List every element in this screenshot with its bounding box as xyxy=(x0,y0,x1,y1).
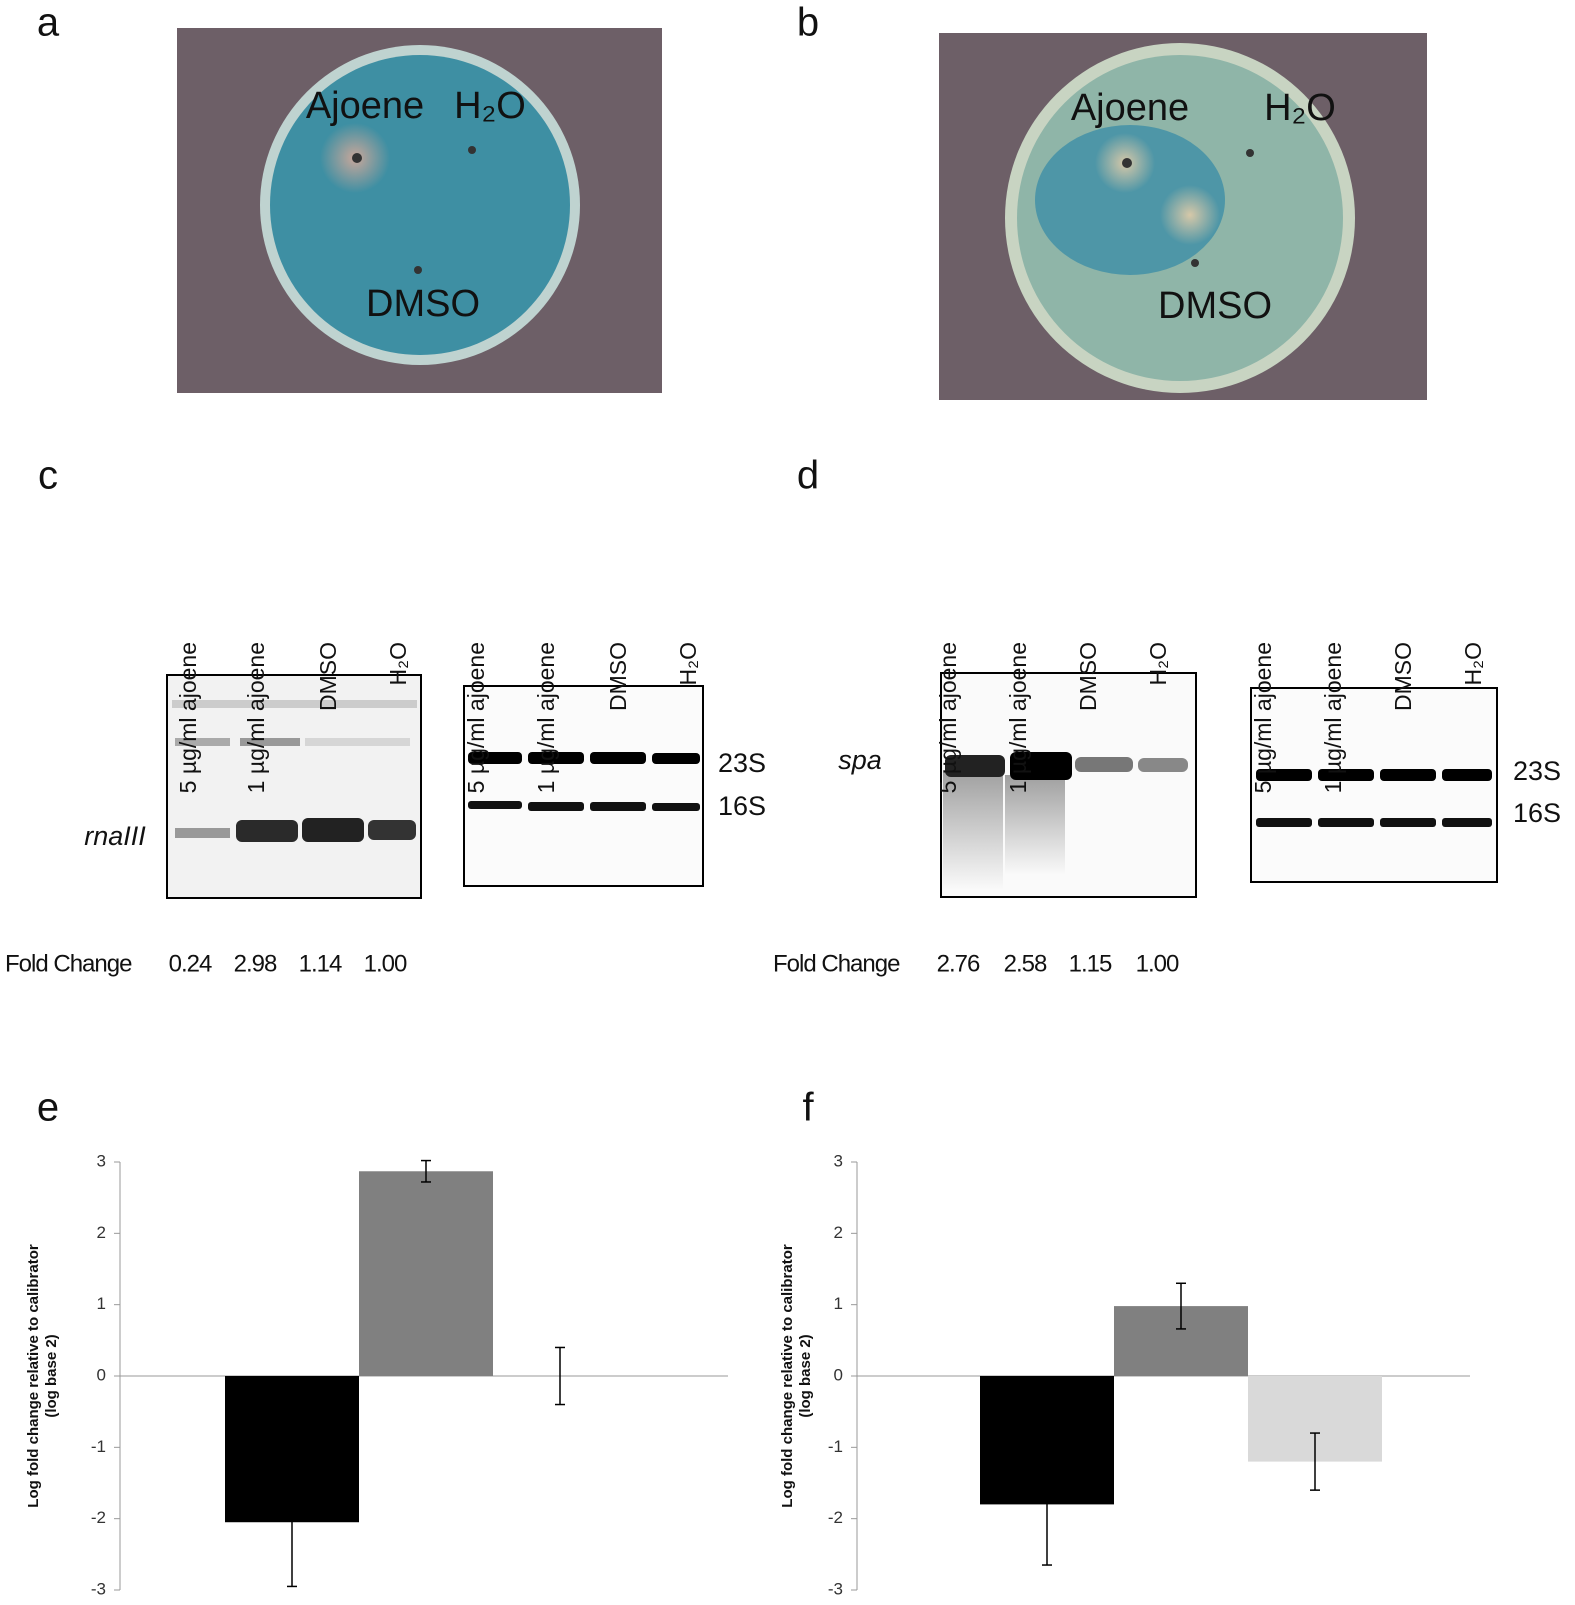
lane-label: 1 µg/ml ajoene xyxy=(1320,642,1346,793)
fold-change: 1.14 xyxy=(299,950,342,977)
error-bar xyxy=(421,1159,431,1183)
blot-c-right xyxy=(463,685,704,887)
lane-label: H₂O xyxy=(385,642,411,685)
lane-label: 5 µg/ml ajoene xyxy=(175,642,201,793)
y-tick-label: 2 xyxy=(834,1223,843,1242)
blot-c-left xyxy=(166,674,422,899)
band-label: 23S xyxy=(1513,756,1561,786)
lane-label: 5 µg/ml ajoene xyxy=(463,642,489,793)
probe-label: rnaIII xyxy=(84,821,146,851)
y-tick-label: 1 xyxy=(97,1294,106,1313)
fold-change: 2.58 xyxy=(1004,950,1047,977)
error-bar xyxy=(287,1457,297,1588)
panel-letter: f xyxy=(802,1086,814,1130)
y-tick-label: -1 xyxy=(91,1437,106,1456)
error-bar xyxy=(555,1346,565,1406)
fold-change: 2.76 xyxy=(937,950,980,977)
y-tick-label: -2 xyxy=(91,1508,106,1527)
fold-change-label: Fold Change xyxy=(5,950,132,977)
panel-letter: b xyxy=(797,1,819,45)
y-tick-label: -1 xyxy=(828,1437,843,1456)
lane-label: 5 µg/ml ajoene xyxy=(1250,642,1276,793)
lane-label: 1 µg/ml ajoene xyxy=(243,642,269,793)
probe-label: spa xyxy=(838,745,882,775)
y-tick-label: 0 xyxy=(834,1365,843,1384)
fold-change: 2.98 xyxy=(234,950,277,977)
panel-letter: e xyxy=(37,1086,59,1130)
lane-label: DMSO xyxy=(605,642,631,711)
halo xyxy=(1160,185,1220,245)
y-tick-label: -3 xyxy=(828,1579,843,1598)
y-tick-label: 3 xyxy=(97,1151,106,1170)
band-label: 16S xyxy=(1513,798,1561,828)
lane-label: H₂O xyxy=(1460,642,1486,685)
fold-change: 1.00 xyxy=(1136,950,1179,977)
well xyxy=(1246,149,1254,157)
well xyxy=(1191,259,1199,267)
y-axis-label: Log fold change relative to calibrator xyxy=(25,1244,42,1508)
blot-d-right xyxy=(1250,687,1498,883)
panel-letter: a xyxy=(37,1,60,45)
fold-change: 1.15 xyxy=(1069,950,1112,977)
well xyxy=(414,266,422,274)
lane-label: 1 µg/ml ajoene xyxy=(533,642,559,793)
fold-change-label: Fold Change xyxy=(773,950,900,977)
well xyxy=(1122,158,1132,168)
error-bar xyxy=(1176,1282,1186,1330)
y-tick-label: 1 xyxy=(834,1294,843,1313)
plate-label: DMSO xyxy=(366,283,480,325)
band-label: 23S xyxy=(718,748,766,778)
y-tick-label: 3 xyxy=(834,1151,843,1170)
panel-letter: c xyxy=(38,454,58,498)
error-bar xyxy=(1310,1432,1320,1491)
plate-label: H₂O xyxy=(454,85,526,127)
y-tick-label: -3 xyxy=(91,1579,106,1598)
plate-label: Ajoene xyxy=(1071,87,1189,129)
fold-change: 0.24 xyxy=(169,950,212,977)
lane-label: 1 µg/ml ajoene xyxy=(1005,642,1031,793)
lane-label: H₂O xyxy=(1145,642,1171,685)
panel-letter: d xyxy=(797,454,819,498)
well xyxy=(468,146,476,154)
plate-label: Ajoene xyxy=(306,85,424,127)
lane-label: DMSO xyxy=(315,642,341,711)
lane-label: 5 µg/ml ajoene xyxy=(935,642,961,793)
lane-label: DMSO xyxy=(1390,642,1416,711)
y-axis-label: Log fold change relative to calibrator xyxy=(779,1244,796,1508)
error-bar xyxy=(1042,1443,1052,1566)
lane-label: DMSO xyxy=(1075,642,1101,711)
lane-label: H₂O xyxy=(675,642,701,685)
fold-change: 1.00 xyxy=(364,950,407,977)
y-tick-label: 0 xyxy=(97,1365,106,1384)
plate-label: DMSO xyxy=(1158,285,1272,327)
blot-d-left xyxy=(940,672,1197,898)
band-label: 16S xyxy=(718,791,766,821)
y-axis-label: (log base 2) xyxy=(43,1334,60,1417)
plate-label: H₂O xyxy=(1264,87,1336,129)
y-tick-label: -2 xyxy=(828,1508,843,1527)
well xyxy=(352,153,362,163)
bar xyxy=(359,1171,493,1376)
y-tick-label: 2 xyxy=(97,1223,106,1242)
y-axis-label: (log base 2) xyxy=(797,1334,814,1417)
